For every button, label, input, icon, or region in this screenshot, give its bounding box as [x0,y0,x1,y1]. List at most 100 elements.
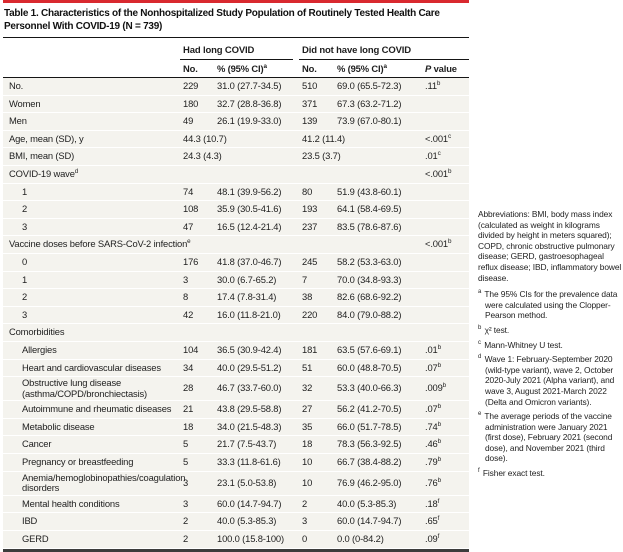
cell-no-long-covid: 28 [183,382,194,394]
cell-no-no-long-covid: 510 [302,80,318,91]
cell-no-no-long-covid: 10 [302,476,313,488]
cell-no-no-long-covid: 181 [302,343,318,355]
row-label: 3 [22,308,28,320]
table-row: 3 42 16.0 (11.8-21.0) 220 84.0 (79.0-88.2) [3,306,469,325]
cell-pct-long-covid: 48.1 (39.9-56.2) [217,185,282,197]
group-header-had-long-covid: Had long COVID [180,43,293,60]
cell-p-value: .65f [425,515,440,527]
cell-p-value: .07b [425,361,442,373]
table-row: Obstructive lung disease (asthma/COPD/br… [3,377,469,402]
table-row: Men 49 26.1 (19.9-33.0) 139 73.9 (67.0-80.1) [3,113,469,131]
column-group-header-row: Had long COVID Did not have long COVID [3,38,469,60]
cell-no-long-covid: 47 [183,220,194,232]
cell-p-value: .07b [425,403,442,415]
cell-pct-long-covid: 16.0 (11.8-21.0) [217,308,281,320]
footnote-b: b χ² test. [478,324,510,335]
cell-no-long-covid: 104 [183,343,199,355]
footnote-e: e The average periods of the vaccine adm… [478,411,613,464]
cell-pct-no-long-covid: 51.9 (43.8-60.1) [337,185,402,197]
footnote-marker: e [478,411,482,418]
cell-no-long-covid: 21 [183,403,194,415]
cell-pct-no-long-covid: 83.5 (78.6-87.6) [337,220,402,232]
cell-p-value: .76b [425,476,442,488]
table-row: GERD 2 100.0 (15.8-100) 0 0.0 (0-84.2) .09f [3,531,469,549]
cell-pct-long-covid: 100.0 (15.8-100) [217,533,284,545]
cell-p-value: <.001c [425,132,452,144]
cell-no-long-covid: 176 [183,255,199,267]
cell-pct-no-long-covid: 64.1 (58.4-69.5) [337,203,402,215]
row-label: COVID-19 waved [9,167,79,179]
cell-pct-no-long-covid: 66.7 (38.4-88.2) [337,456,402,468]
cell-p-value: <.001b [425,238,452,250]
row-label: 0 [22,255,28,267]
cell-pct-no-long-covid: 76.9 (46.2-95.0) [337,476,402,488]
table-row: Metabolic disease 18 34.0 (21.5-48.3) 35 66.… [3,418,469,437]
cell-value-group2: 23.5 (3.7) [302,150,341,162]
cell-pct-no-long-covid: 60.0 (14.7-94.7) [337,515,402,527]
footnote-marker: b [478,325,482,332]
cell-pct-no-long-covid: 70.0 (34.8-93.3) [337,273,402,285]
table-row: 1 3 30.0 (6.7-65.2) 7 70.0 (34.8-93.3) [3,271,469,290]
row-label: Anemia/hemoglobinopathies/coagulation di… [22,471,186,494]
table-row: IBD 2 40.0 (5.3-85.3) 3 60.0 (14.7-94.7) .65f [3,513,469,532]
cell-value-group1: 24.3 (4.3) [183,150,222,162]
table-accent-bar [3,0,469,3]
table-row: BMI, mean (SD) 24.3 (4.3) 23.5 (3.7) .01c [3,148,469,166]
row-label: Age, mean (SD), y [9,132,84,144]
study-characteristics-table: Table 1. Characteristics of the Nonhospi… [3,0,469,552]
footnote-list: a The 95% CIs for the prevalence data we… [478,289,623,479]
cell-pct-long-covid: 30.0 (6.7-65.2) [217,273,277,285]
table-row: Heart and cardiovascular diseases 34 40.0 … [3,359,469,378]
col-header-no-1: No. [183,63,198,74]
footnote-d: d Wave 1: February-September 2020 (wild-… [478,354,615,407]
cell-pct-no-long-covid: 84.0 (79.0-88.2) [337,308,402,320]
cell-p-value: <.001b [425,167,452,179]
row-label: 3 [22,220,28,232]
footnote-f: f Fisher exact test. [478,468,545,479]
table-row: 1 74 48.1 (39.9-56.2) 80 51.9 (43.8-60.1) [3,183,469,202]
table-row: Anemia/hemoglobinopathies/coagulation di… [3,471,469,496]
row-label: No. [9,80,24,91]
cell-no-long-covid: 74 [183,185,194,197]
cell-p-value: .01b [425,343,442,355]
table-row: Women 180 32.7 (28.8-36.8) 371 67.3 (63.2-71… [3,95,469,114]
cell-pct-no-long-covid: 58.2 (53.3-63.0) [337,255,402,267]
row-label: Autoimmune and rheumatic diseases [22,403,172,415]
table-body: No. 229 31.0 (27.7-34.5) 510 69.0 (65.5-72.3… [3,78,469,549]
cell-pct-long-covid: 34.0 (21.5-48.3) [217,420,282,432]
row-label: 2 [22,291,28,303]
footnotes: Abbreviations: BMI, body mass index (cal… [478,209,623,483]
row-label: Vaccine doses before SARS-CoV-2 infectio… [9,238,191,250]
cell-pct-long-covid: 16.5 (12.4-21.4) [217,220,282,232]
cell-no-long-covid: 229 [183,80,199,91]
cell-pct-no-long-covid: 60.0 (48.8-70.5) [337,361,402,373]
cell-p-value: .009b [425,382,447,394]
row-label: 1 [22,273,28,285]
cell-p-value: .46b [425,438,442,450]
cell-no-no-long-covid: 2 [302,497,308,509]
footnote-marker: a [478,289,482,296]
row-label: Cancer [22,438,52,450]
table-title: Table 1. Characteristics of the Nonhospi… [3,3,469,38]
cell-no-long-covid: 42 [183,308,194,320]
table-section-row: Vaccine doses before SARS-CoV-2 infectio… [3,236,469,254]
cell-pct-long-covid: 43.8 (29.5-58.8) [217,403,282,415]
cell-no-no-long-covid: 10 [302,456,313,468]
row-label: Allergies [22,343,57,355]
cell-pct-long-covid: 60.0 (14.7-94.7) [217,497,282,509]
cell-p-value: .01c [425,150,441,162]
cell-no-no-long-covid: 371 [302,97,318,109]
abbreviations-note: Abbreviations: BMI, body mass index (cal… [478,209,622,283]
row-label: Men [9,115,27,127]
cell-pct-long-covid: 23.1 (5.0-53.8) [217,476,277,488]
table-section-row: COVID-19 waved <.001b [3,165,469,184]
cell-no-long-covid: 108 [183,203,199,215]
table-bottom-rule [3,549,469,552]
cell-no-no-long-covid: 3 [302,515,308,527]
footnote-marker: c [478,339,481,346]
cell-no-no-long-covid: 32 [302,382,313,394]
table-row: Age, mean (SD), y 44.3 (10.7) 41.2 (11.4) <… [3,130,469,149]
cell-no-long-covid: 8 [183,291,189,303]
cell-no-long-covid: 34 [183,361,194,373]
